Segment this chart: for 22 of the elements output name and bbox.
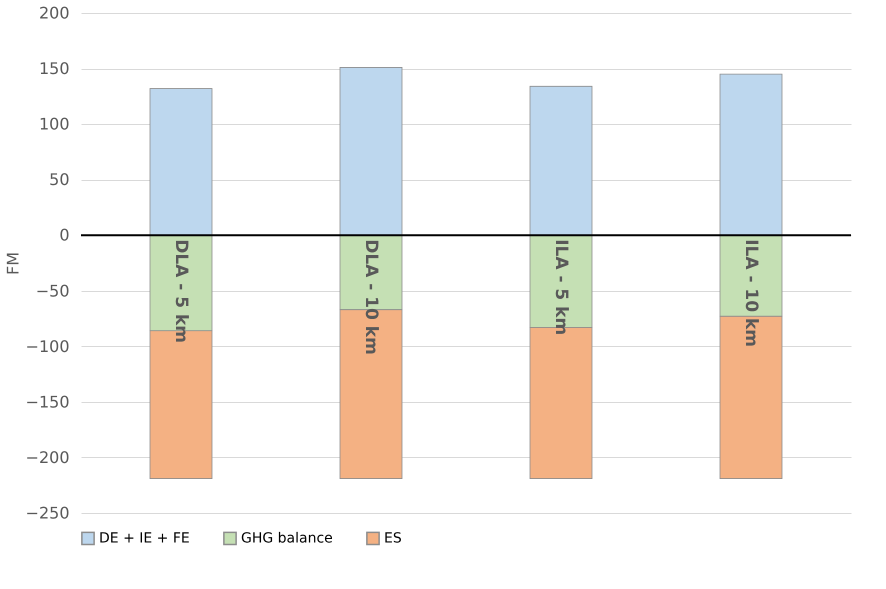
x-tick-label: ILA - 10 km xyxy=(741,239,761,348)
y-tick-label: 50 xyxy=(49,170,70,190)
bar xyxy=(340,67,402,236)
bar xyxy=(150,88,212,236)
y-tick-label: 150 xyxy=(38,59,70,78)
bar xyxy=(530,86,592,236)
x-tick-label: DLA - 5 km xyxy=(171,239,191,343)
y-tick-label: 0 xyxy=(59,226,70,245)
y-tick-label: −200 xyxy=(26,448,70,467)
y-tick-label: 100 xyxy=(38,114,70,134)
legend-label: DE + IE + FE xyxy=(99,530,190,546)
y-tick-label: 200 xyxy=(38,4,70,22)
y-tick-label: −100 xyxy=(26,336,70,356)
y-tick-label: −150 xyxy=(26,392,70,412)
x-tick-label: DLA - 10 km xyxy=(361,239,381,355)
bar xyxy=(720,74,782,236)
x-tick-label: ILA - 5 km xyxy=(551,239,571,336)
y-tick-label: −250 xyxy=(26,504,70,522)
y-tick-label: −50 xyxy=(36,281,70,300)
legend-label: ES xyxy=(384,530,402,546)
y-axis-title: FM xyxy=(4,252,23,276)
legend-label: GHG balance xyxy=(241,530,333,546)
